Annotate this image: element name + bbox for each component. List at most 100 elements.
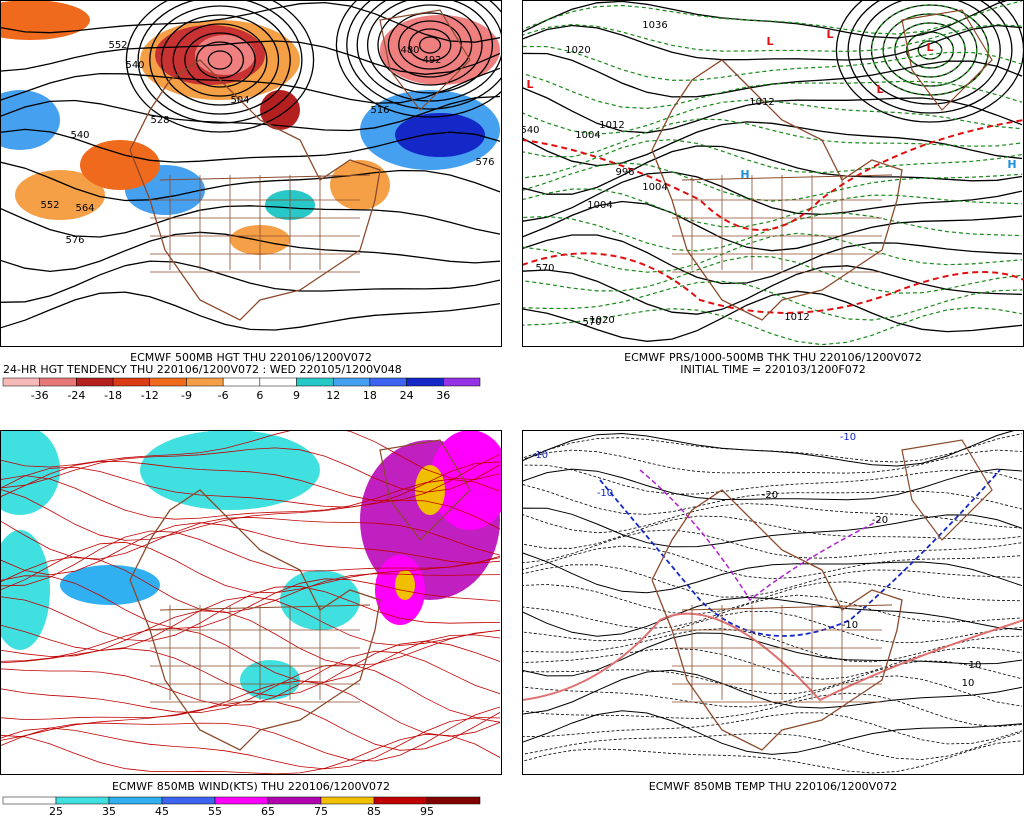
contour: [522, 712, 1023, 745]
contour: [0, 161, 501, 202]
zero-line: [522, 612, 1024, 702]
contour: [522, 660, 1023, 695]
panel-frame: [0, 0, 502, 347]
colorbar-swatch: [443, 377, 481, 387]
contour: [184, 32, 256, 88]
colorbar-swatch: [149, 377, 187, 387]
shade: [195, 35, 255, 75]
contour: [522, 483, 1023, 515]
contour: [522, 306, 1023, 346]
contour: [0, 475, 501, 520]
colorbar-swatch: [267, 796, 322, 805]
contour: [522, 99, 1023, 135]
thickness-540: [522, 119, 1024, 231]
contour: [522, 628, 1023, 663]
caption: ECMWF 850MB WIND(KTS) THU 220106/1200V07…: [112, 780, 390, 793]
colorbar-label: 75: [314, 805, 328, 818]
border: [681, 174, 893, 181]
contour: [522, 503, 1023, 534]
pressure-center: L: [876, 83, 883, 96]
contour: [522, 581, 1023, 615]
contour-label: 576: [475, 157, 494, 168]
contour: [522, 610, 1023, 644]
colorbar-label: 6: [256, 389, 263, 402]
contour: [522, 632, 1023, 677]
colorbar-swatch: [55, 796, 110, 805]
contour-label: 1004: [575, 130, 600, 141]
contour: [522, 188, 1023, 228]
contour: [418, 36, 442, 54]
coastline: [129, 59, 381, 321]
contour: [522, 564, 1023, 598]
shade: [140, 430, 320, 510]
contour: [0, 516, 501, 560]
caption: 24-HR HGT TENDENCY THU 220106/1200V072 :…: [3, 363, 402, 376]
contour-label: -10: [840, 432, 856, 443]
caption: ECMWF PRS/1000-500MB THK THU 220106/1200…: [624, 351, 922, 364]
contour: [522, 675, 1023, 708]
contour: [387, 12, 473, 78]
contour: [0, 447, 501, 493]
contour: [0, 95, 501, 132]
contour-label: 540: [70, 130, 89, 141]
colorbar-label: 45: [155, 805, 169, 818]
colorbar-label: 24: [400, 389, 414, 402]
colorbar-swatch: [2, 796, 57, 805]
contour-label: 996: [615, 167, 634, 178]
contour: [522, 0, 1023, 35]
shade: [395, 113, 485, 157]
pressure-center: L: [526, 78, 533, 91]
contour-label: 528: [150, 115, 169, 126]
colorbar-label: 65: [261, 805, 275, 818]
colorbar-label: -12: [141, 389, 159, 402]
contour: [870, 4, 990, 96]
contour: [522, 212, 1023, 252]
contour: [137, 0, 303, 124]
colorbar-swatch: [108, 796, 163, 805]
colorbar-swatch: [222, 377, 261, 387]
border: [159, 174, 371, 181]
colorbar-swatch: [296, 377, 334, 387]
shade: [430, 430, 502, 530]
panel-temp: -10 -10 -10 -20 -20 -10 10 10 ECMWF 850MB TEMP T…: [522, 430, 1024, 793]
contour-label: 564: [75, 203, 94, 214]
greenland: [901, 439, 993, 541]
contour: [356, 0, 502, 102]
shade: [260, 90, 300, 130]
contour: [522, 0, 1011, 39]
contour-label: -10: [532, 450, 548, 461]
shade: [0, 90, 60, 150]
contour: [522, 529, 1023, 564]
contour: [0, 128, 501, 163]
contour: [522, 290, 1023, 342]
contour: [0, 40, 501, 75]
contour: [905, 31, 955, 69]
greenland: [379, 439, 471, 541]
colorbar-swatch: [320, 796, 375, 805]
contour: [917, 40, 943, 60]
pressure-center: L: [826, 28, 833, 41]
contour-label: -10: [597, 488, 613, 499]
thickness-570: [522, 252, 1024, 314]
contour-label: 540: [125, 60, 144, 71]
contour: [0, 610, 501, 666]
contour-label: 540: [520, 125, 539, 136]
contour: [522, 234, 1023, 285]
shade: [240, 660, 300, 700]
coastline: [129, 489, 381, 751]
map-area: -10 -10 -10 -20 -20 -10 10 10: [522, 430, 1024, 774]
contour: [522, 507, 1023, 548]
colorbar-swatch: [406, 377, 444, 387]
contour: [859, 0, 1001, 105]
pressure-center: L: [926, 41, 933, 54]
contour: [0, 640, 501, 697]
contour-label: 10: [962, 678, 975, 689]
colorbar-label: 12: [326, 389, 340, 402]
colorbar-label: 95: [420, 805, 434, 818]
contour-label: 576: [65, 235, 84, 246]
contour: [0, 664, 501, 719]
contour: [160, 14, 280, 106]
